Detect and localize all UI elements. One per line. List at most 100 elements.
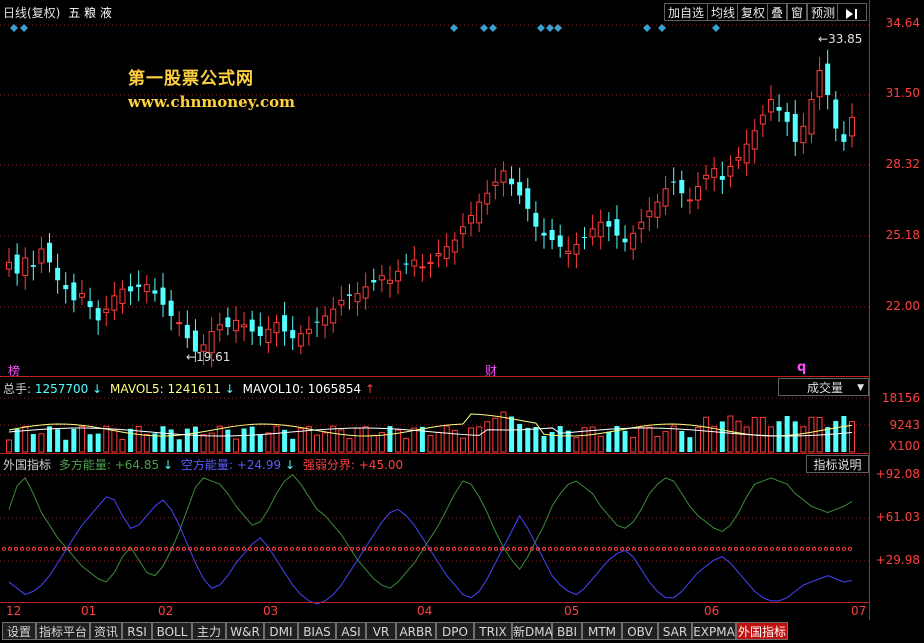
marker-rank[interactable]: 榜: [8, 364, 21, 378]
boundary-dot: [61, 546, 67, 551]
boundary-dot: [271, 546, 277, 551]
volume-bar: [459, 437, 466, 453]
tab-indicator[interactable]: 新DMA: [512, 622, 553, 640]
tab-indicator[interactable]: MTM: [582, 622, 622, 640]
tab-indicator[interactable]: OBV: [622, 622, 658, 640]
candle-body: [525, 188, 531, 209]
boundary-dot: [841, 546, 847, 551]
tab-indicator[interactable]: DPO: [436, 622, 474, 640]
candle-body: [184, 324, 190, 339]
boundary-dot: [535, 546, 541, 551]
candle-body: [257, 326, 263, 337]
tab-indicator[interactable]: BIAS: [298, 622, 336, 640]
volume-bar: [484, 421, 491, 453]
candle-body: [103, 308, 110, 314]
volume-bar: [249, 426, 255, 452]
boundary-dot: [151, 546, 157, 551]
indicator-help-button[interactable]: 指标说明: [806, 455, 869, 473]
volume-bar: [776, 421, 782, 452]
watermark-title: 第一股票公式网: [128, 69, 254, 89]
candle-body: [776, 106, 782, 111]
boundary-dot: [367, 546, 373, 551]
signal-diamond: [712, 24, 720, 32]
volume-bar: [273, 425, 280, 453]
tab-indicator[interactable]: DMI: [264, 622, 298, 640]
volume-bar: [200, 434, 207, 453]
tab-indicator-platform[interactable]: 指标平台: [36, 622, 90, 640]
chart-canvas[interactable]: [0, 0, 869, 620]
period-label[interactable]: 日线(复权): [3, 6, 61, 20]
volume-bar: [241, 428, 247, 452]
tab-indicator[interactable]: 主力: [192, 622, 226, 640]
candle-body: [354, 293, 361, 303]
candle-body: [55, 267, 61, 281]
volume-bar: [509, 416, 515, 452]
boundary-dot: [397, 546, 403, 551]
volume-bar: [541, 435, 547, 452]
boundary-dot: [145, 546, 151, 551]
tab-indicator[interactable]: TRIX: [474, 622, 512, 640]
volume-bar: [800, 426, 807, 453]
boundary-dot: [373, 546, 379, 551]
boundary-dot: [817, 546, 823, 551]
panel-separator: [0, 376, 869, 377]
boundary-dot: [31, 546, 37, 551]
tab-indicator[interactable]: VR: [366, 622, 396, 640]
overlay-button[interactable]: 叠: [767, 3, 788, 21]
candle-body: [451, 239, 458, 253]
candle-body: [630, 232, 637, 250]
candle-body: [322, 315, 329, 326]
volume-bar: [451, 429, 458, 453]
tab-indicator[interactable]: BBI: [552, 622, 582, 640]
candle-body: [582, 236, 588, 238]
boundary-dot: [79, 546, 85, 551]
candle-body: [297, 333, 304, 347]
candle-body: [305, 328, 312, 334]
marker-q[interactable]: q: [797, 360, 807, 375]
volume-bar: [849, 421, 855, 453]
arrow-left-icon: ←: [186, 350, 197, 364]
volume-bar: [192, 426, 198, 452]
volume-bar: [694, 427, 701, 453]
candle-body: [549, 229, 555, 241]
tab-indicator[interactable]: W&R: [226, 622, 264, 640]
tab-indicator[interactable]: ASI: [336, 622, 366, 640]
candle-body: [557, 235, 563, 247]
volume-bar: [841, 416, 847, 452]
candle-body: [265, 328, 272, 344]
tab-settings[interactable]: 设置: [2, 622, 36, 640]
volume-bar: [792, 421, 798, 452]
tab-indicator[interactable]: EXPMA: [692, 622, 736, 640]
candle-body: [200, 344, 207, 352]
volume-bar: [378, 432, 385, 453]
panel-separator: [0, 602, 869, 603]
time-tick: 01: [81, 604, 97, 618]
arrow-right-bar-icon[interactable]: [837, 3, 867, 21]
tab-indicator[interactable]: 资讯: [90, 622, 122, 640]
candle-body: [476, 201, 483, 224]
tab-indicator[interactable]: 外国指标: [736, 622, 788, 640]
boundary-dot: [265, 546, 271, 551]
marker-finance[interactable]: 财: [485, 364, 498, 378]
tab-indicator[interactable]: ARBR: [396, 622, 436, 640]
boundary-dot: [7, 546, 13, 551]
candle-body: [679, 179, 685, 194]
candle-body: [6, 261, 12, 270]
volume-selector[interactable]: 成交量 ▼: [778, 378, 869, 396]
boundary-dot: [97, 546, 103, 551]
tab-indicator[interactable]: RSI: [122, 622, 152, 640]
tab-indicator[interactable]: SAR: [658, 622, 692, 640]
watermark-url: www.chnmoney.com: [128, 93, 295, 111]
boundary-dot: [589, 546, 595, 551]
boundary-dot: [91, 546, 97, 551]
volume-bar: [767, 426, 774, 453]
window-button[interactable]: 窗: [787, 3, 808, 21]
line-label: 强弱分界:: [302, 458, 355, 472]
volume-bar: [362, 426, 369, 453]
boundary-dot: [307, 546, 313, 551]
candle-body: [419, 266, 426, 269]
tab-indicator[interactable]: BOLL: [152, 622, 192, 640]
boundary-dot: [67, 546, 73, 551]
signal-diamond: [10, 24, 18, 32]
candle-body: [509, 178, 515, 185]
